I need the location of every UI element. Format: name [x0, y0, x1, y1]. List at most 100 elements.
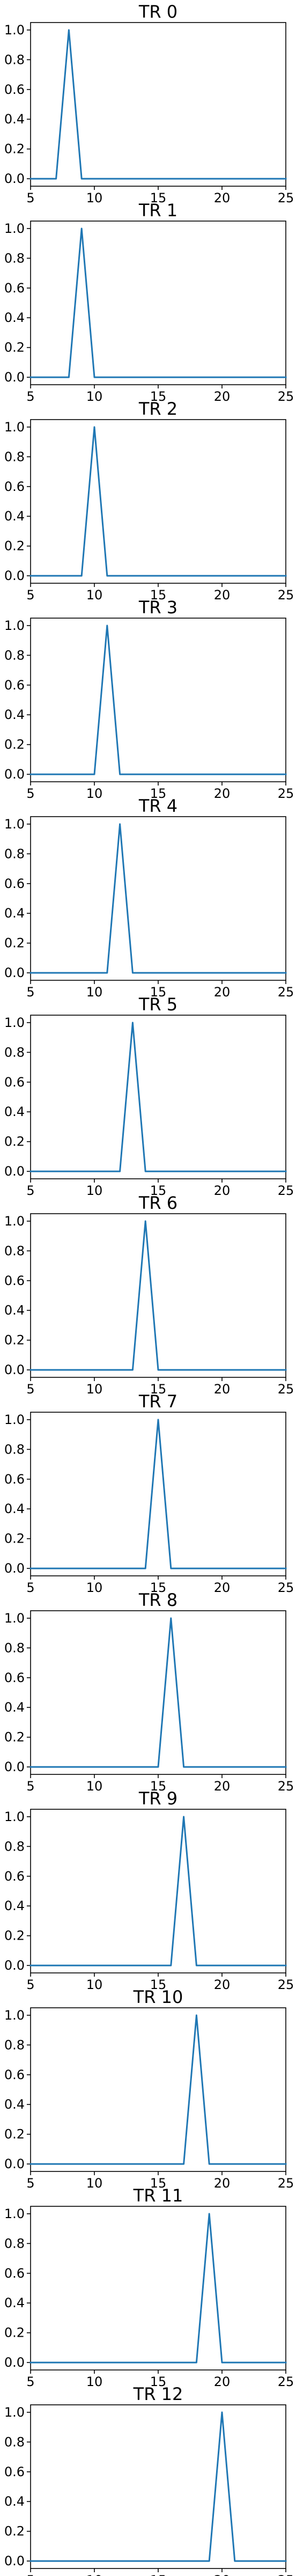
- chart-title: TR 2: [138, 399, 177, 419]
- series-line: [29, 426, 287, 577]
- y-tick-label: 0.8: [4, 2434, 25, 2449]
- y-tick-label: 0.2: [4, 340, 25, 355]
- chart-panel: TR 12 0.0 0.2 0.4 0.6 0.8 1.0 5 10 15 20 25: [4, 2384, 294, 2576]
- x-tick-label: 5: [26, 2176, 34, 2191]
- y-tick-label: 0.6: [4, 281, 25, 296]
- x-tick-label: 20: [214, 1977, 231, 1992]
- y-tick-label: 0.8: [4, 52, 25, 67]
- y-tick-label: 1.0: [4, 2008, 25, 2023]
- x-tick-label: 10: [86, 389, 103, 404]
- y-tick-label: 0.2: [4, 2325, 25, 2340]
- x-tick-label: 20: [214, 2374, 231, 2389]
- x-tick-label: 10: [86, 190, 103, 206]
- y-tick-label: 0.2: [4, 2524, 25, 2539]
- x-tick-label: 25: [278, 1183, 294, 1198]
- y-tick-label: 0.4: [4, 310, 25, 325]
- series-line: [29, 1022, 287, 1172]
- y-tick-label: 1.0: [4, 23, 25, 38]
- series-line: [29, 1617, 287, 1768]
- x-tick-label: 10: [86, 1977, 103, 1992]
- chart-title: TR 0: [138, 2, 177, 22]
- y-tick-label: 0.6: [4, 479, 25, 494]
- y-tick-label: 0.6: [4, 678, 25, 693]
- y-tick-label: 0.6: [4, 82, 25, 97]
- y-tick-label: 0.8: [4, 2037, 25, 2052]
- series-line: [29, 1816, 287, 1966]
- x-tick-label: 20: [214, 2573, 231, 2576]
- x-tick-label: 25: [278, 1580, 294, 1595]
- y-tick-label: 0.6: [4, 2067, 25, 2082]
- y-tick-label: 0.0: [4, 1759, 25, 1774]
- x-tick-label: 15: [150, 2573, 167, 2576]
- x-tick-label: 20: [214, 2176, 231, 2191]
- y-tick-label: 0.0: [4, 965, 25, 980]
- axes-frame: [30, 221, 286, 385]
- y-tick-label: 0.6: [4, 1869, 25, 1884]
- chart-panel: TR 10 0.0 0.2 0.4 0.6 0.8 1.0 5 10 15 20 25: [4, 1987, 294, 2191]
- chart-title: TR 9: [138, 1788, 177, 1809]
- y-tick-label: 1.0: [4, 1611, 25, 1626]
- y-tick-label: 0.0: [4, 370, 25, 385]
- axes-frame: [30, 22, 286, 187]
- y-tick-label: 0.8: [4, 449, 25, 464]
- axes-frame: [30, 1610, 286, 1775]
- y-tick-label: 1.0: [4, 2405, 25, 2420]
- y-tick-label: 0.0: [4, 2553, 25, 2568]
- y-tick-label: 0.6: [4, 2464, 25, 2479]
- series-line: [29, 1419, 287, 1569]
- chart-panel: TR 8 0.0 0.2 0.4 0.6 0.8 1.0 5 10 15 20 25: [4, 1590, 294, 1794]
- y-tick-label: 0.8: [4, 251, 25, 266]
- chart-panel: TR 0 0.0 0.2 0.4 0.6 0.8 1.0 5 10 15 20 25: [4, 2, 294, 206]
- y-tick-label: 0.8: [4, 1442, 25, 1457]
- axes-frame: [30, 419, 286, 584]
- y-tick-label: 0.0: [4, 2355, 25, 2370]
- y-tick-label: 0.4: [4, 2097, 25, 2112]
- x-tick-label: 20: [214, 786, 231, 801]
- chart-title: TR 6: [138, 1193, 177, 1213]
- chart-title: TR 5: [138, 994, 177, 1015]
- y-tick-label: 0.6: [4, 2266, 25, 2281]
- x-tick-label: 10: [86, 588, 103, 603]
- y-tick-label: 0.0: [4, 568, 25, 583]
- series-line: [29, 29, 287, 180]
- y-tick-label: 1.0: [4, 1412, 25, 1427]
- y-tick-label: 0.8: [4, 1839, 25, 1854]
- axes-frame: [30, 2007, 286, 2172]
- x-tick-label: 5: [26, 2374, 34, 2389]
- y-tick-label: 0.0: [4, 171, 25, 186]
- series-line: [29, 2213, 287, 2364]
- chart-panel: TR 7 0.0 0.2 0.4 0.6 0.8 1.0 5 10 15 20 25: [4, 1391, 294, 1595]
- y-tick-label: 0.6: [4, 1075, 25, 1090]
- axes-frame: [30, 816, 286, 981]
- series-line: [29, 2411, 287, 2562]
- x-tick-label: 15: [150, 2374, 167, 2389]
- y-tick-label: 1.0: [4, 1809, 25, 1824]
- x-tick-label: 25: [278, 389, 294, 404]
- axes-frame: [30, 618, 286, 782]
- chart-title: TR 3: [138, 597, 177, 618]
- x-tick-label: 20: [214, 588, 231, 603]
- x-tick-label: 10: [86, 2176, 103, 2191]
- y-tick-label: 1.0: [4, 817, 25, 832]
- y-tick-label: 0.6: [4, 1472, 25, 1487]
- chart-title: TR 4: [138, 796, 177, 816]
- y-tick-label: 0.0: [4, 2156, 25, 2171]
- chart-panel: TR 1 0.0 0.2 0.4 0.6 0.8 1.0 5 10 15 20 25: [4, 200, 294, 404]
- x-tick-label: 15: [150, 588, 167, 603]
- y-tick-label: 0.0: [4, 1164, 25, 1179]
- x-tick-label: 20: [214, 1580, 231, 1595]
- x-tick-label: 25: [278, 786, 294, 801]
- y-tick-label: 0.8: [4, 2236, 25, 2251]
- x-tick-label: 10: [86, 1779, 103, 1794]
- x-tick-label: 5: [26, 1382, 34, 1397]
- x-tick-label: 25: [278, 1779, 294, 1794]
- x-tick-label: 20: [214, 389, 231, 404]
- x-tick-label: 5: [26, 190, 34, 206]
- y-tick-label: 1.0: [4, 2206, 25, 2221]
- x-tick-label: 15: [150, 1183, 167, 1198]
- y-tick-label: 0.2: [4, 1531, 25, 1546]
- x-tick-label: 25: [278, 1382, 294, 1397]
- chart-panel: TR 4 0.0 0.2 0.4 0.6 0.8 1.0 5 10 15 20 25: [4, 796, 294, 1000]
- y-tick-label: 0.4: [4, 906, 25, 921]
- y-tick-label: 0.4: [4, 1501, 25, 1516]
